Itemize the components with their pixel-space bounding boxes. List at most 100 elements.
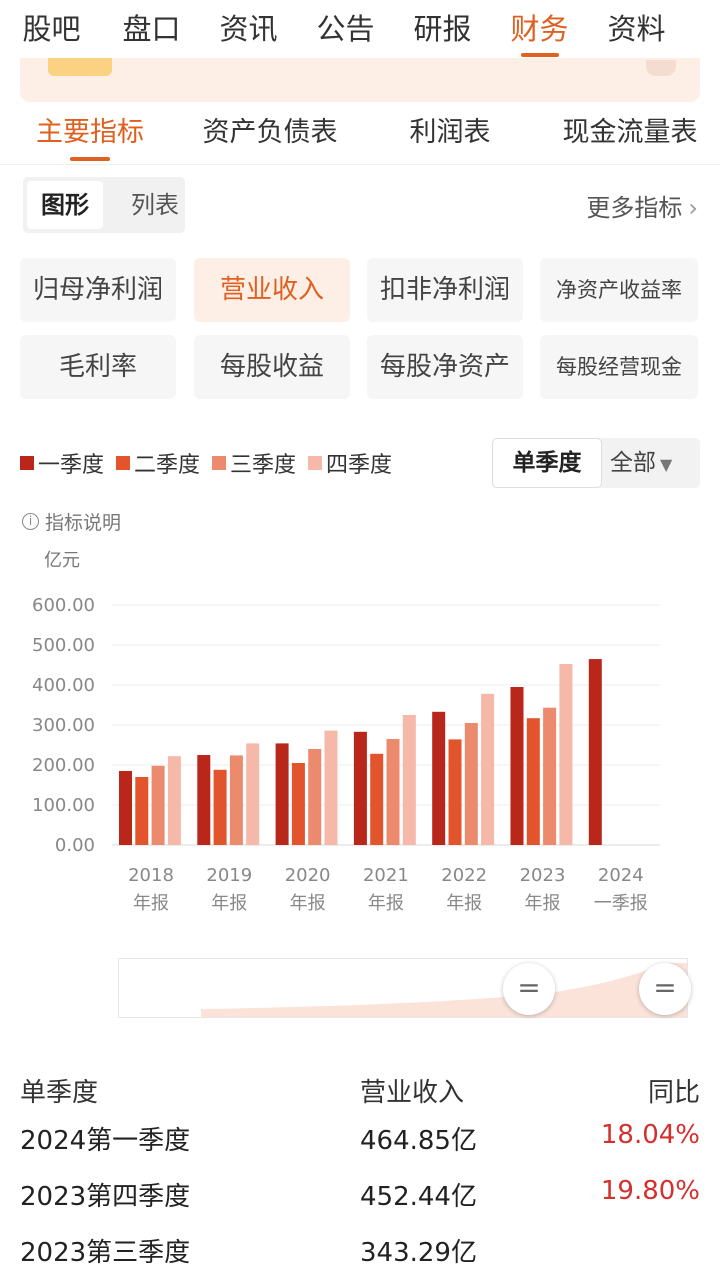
x-tick-label: 年报 xyxy=(133,893,169,914)
info-icon: i xyxy=(22,513,39,530)
bar-一季度-2022 xyxy=(432,711,446,845)
header-yoy: 同比 xyxy=(647,1078,700,1108)
metric-roe[interactable]: 净资产收益率 xyxy=(540,258,698,322)
metric-deducted-net-profit[interactable]: 扣非净利润 xyxy=(367,258,523,322)
legend-q3[interactable]: 三季度 xyxy=(212,447,296,479)
legend-q4[interactable]: 四季度 xyxy=(308,447,392,479)
legend-q1[interactable]: 一季度 xyxy=(20,447,104,479)
y-tick-label: 400.00 xyxy=(32,675,95,696)
row-period: 2023第三季度 xyxy=(20,1238,191,1268)
slider-right-handle[interactable]: = xyxy=(639,963,691,1015)
metric-revenue[interactable]: 营业收入 xyxy=(194,258,350,322)
bar-二季度-2020 xyxy=(291,763,305,845)
range-slider[interactable]: = = xyxy=(118,958,691,1018)
subtab-main-indicators[interactable]: 主要指标 xyxy=(0,105,180,164)
bar-二季度-2018 xyxy=(135,777,149,845)
tab-finance[interactable]: 财务 xyxy=(491,0,588,62)
bar-一季度-2024 xyxy=(588,659,602,845)
x-tick-label: 年报 xyxy=(211,893,247,914)
x-tick-label: 年报 xyxy=(525,893,561,914)
subtab-label: 利润表 xyxy=(409,117,491,148)
tab-label: 股吧 xyxy=(22,12,81,46)
bar-一季度-2018 xyxy=(119,771,132,845)
report-banner[interactable] xyxy=(20,58,700,102)
row-period: 2024第一季度 xyxy=(20,1126,191,1156)
tab-guba[interactable]: 股吧 xyxy=(0,0,103,62)
legend-swatch xyxy=(212,456,227,470)
header-period: 单季度 xyxy=(20,1078,99,1108)
tab-label: 资料 xyxy=(607,12,666,46)
row-revenue: 452.44亿 xyxy=(360,1182,477,1212)
legend-label: 一季度 xyxy=(38,453,105,478)
metric-note-label: 指标说明 xyxy=(45,512,122,534)
active-subtab-underline xyxy=(70,157,110,161)
x-tick-label: 年报 xyxy=(446,893,482,914)
metric-net-profit[interactable]: 归母净利润 xyxy=(20,258,176,322)
more-metrics-link[interactable]: 更多指标 › xyxy=(586,188,698,223)
legend-q2[interactable]: 二季度 xyxy=(116,447,200,479)
bar-四季度-2018 xyxy=(167,756,181,845)
tab-announcements[interactable]: 公告 xyxy=(297,0,394,62)
bar-一季度-2020 xyxy=(275,743,289,845)
y-tick-label: 300.00 xyxy=(32,715,95,736)
x-tick-year: 2019 xyxy=(206,865,252,886)
bar-二季度-2019 xyxy=(213,769,227,845)
subtab-income-statement[interactable]: 利润表 xyxy=(360,105,540,164)
tab-profile[interactable]: 资料 xyxy=(588,0,685,62)
x-tick-year: 2020 xyxy=(285,865,331,886)
row-period: 2023第四季度 xyxy=(20,1182,191,1212)
graph-view-button[interactable]: 图形 xyxy=(27,181,103,229)
table-row: 2023第三季度 343.29亿 xyxy=(20,1232,700,1282)
legend-label: 四季度 xyxy=(326,453,393,478)
subtab-label: 资产负债表 xyxy=(202,117,338,148)
slider-left-handle[interactable]: = xyxy=(503,963,555,1015)
bar-四季度-2021 xyxy=(402,715,416,845)
bar-四季度-2020 xyxy=(324,730,338,845)
bar-三季度-2021 xyxy=(386,739,400,845)
more-metrics-label: 更多指标 xyxy=(586,194,683,222)
y-tick-label: 200.00 xyxy=(32,755,95,776)
metric-bvps[interactable]: 每股净资产 xyxy=(367,335,523,399)
row-yoy: 18.04% xyxy=(600,1120,700,1150)
table-row: 2024第一季度 464.85亿 18.04% xyxy=(20,1120,700,1170)
legend-swatch xyxy=(20,456,34,470)
slider-area xyxy=(201,963,687,1017)
tab-research[interactable]: 研报 xyxy=(394,0,491,62)
chevron-right-icon: › xyxy=(688,194,698,222)
y-axis-unit: 亿元 xyxy=(44,550,80,571)
x-tick-year: 2022 xyxy=(441,865,487,886)
legend-label: 二季度 xyxy=(134,453,201,478)
tab-label: 盘口 xyxy=(122,12,181,46)
bar-四季度-2022 xyxy=(481,693,495,845)
metric-eps[interactable]: 每股收益 xyxy=(194,335,350,399)
chart-legend: 一季度 二季度 三季度 四季度 xyxy=(20,448,404,478)
quarter-mode-selector: 单季度 全部 ▼ xyxy=(492,438,700,488)
y-tick-label: 100.00 xyxy=(32,795,95,816)
active-tab-underline xyxy=(520,53,559,57)
banner-arrow xyxy=(646,60,676,76)
y-tick-label: 500.00 xyxy=(32,635,95,656)
row-revenue: 343.29亿 xyxy=(360,1238,477,1268)
row-yoy: 19.80% xyxy=(600,1176,700,1206)
caret-down-icon: ▼ xyxy=(660,455,673,474)
list-view-button[interactable]: 列表 xyxy=(131,191,179,219)
bar-四季度-2019 xyxy=(246,743,260,845)
bar-三季度-2023 xyxy=(543,707,557,845)
metric-gross-margin[interactable]: 毛利率 xyxy=(20,335,176,399)
metric-note-link[interactable]: i 指标说明 xyxy=(22,508,121,535)
tab-pankou[interactable]: 盘口 xyxy=(103,0,200,62)
revenue-bar-chart: 亿元 600.00 500.00 400.00 300.00 200.00 100.00 0.… xyxy=(32,550,660,914)
tab-news[interactable]: 资讯 xyxy=(200,0,297,62)
x-tick-year: 2018 xyxy=(128,865,174,886)
legend-swatch xyxy=(308,456,323,470)
legend-label: 三季度 xyxy=(230,453,297,478)
x-tick-label: 年报 xyxy=(290,893,326,914)
tab-label: 资讯 xyxy=(219,12,278,46)
single-quarter-button[interactable]: 单季度 xyxy=(492,438,602,488)
header-revenue: 营业收入 xyxy=(360,1078,465,1108)
subtab-cash-flow[interactable]: 现金流量表 xyxy=(540,105,720,164)
all-quarters-dropdown[interactable]: 全部 ▼ xyxy=(610,438,672,488)
subtab-balance-sheet[interactable]: 资产负债表 xyxy=(180,105,360,164)
table-header: 单季度 营业收入 同比 xyxy=(20,1072,700,1122)
metric-ocf-per-share[interactable]: 每股经营现金 xyxy=(540,335,698,399)
